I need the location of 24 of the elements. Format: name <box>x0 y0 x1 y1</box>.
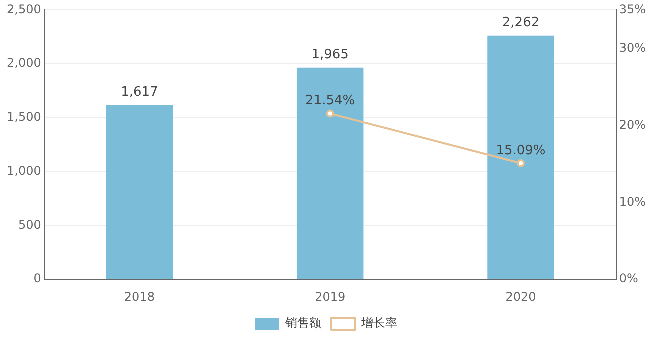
data-label: 1,617 <box>121 85 158 100</box>
y-tick-label: 0 <box>34 272 42 286</box>
y-tick-label: 500 <box>18 218 42 232</box>
x-tick-label: 2020 <box>506 290 536 304</box>
y2-tick-label: 35% <box>619 2 646 16</box>
bar <box>488 36 554 280</box>
data-label: 21.54% <box>306 94 356 109</box>
y2-tick-label: 0% <box>619 272 638 286</box>
x-tick-label: 2018 <box>124 290 155 304</box>
bar <box>296 68 364 280</box>
y-tick-label: 2,000 <box>6 56 42 70</box>
y-tick-label: 2,500 <box>6 2 42 16</box>
y-tick-label: 1,500 <box>6 110 42 124</box>
y-tick-label: 1,000 <box>6 164 42 178</box>
y2-tick-label: 20% <box>619 118 646 132</box>
data-label: 1,965 <box>312 48 349 63</box>
legend-label: 销售额 <box>284 316 322 330</box>
bar <box>106 105 174 280</box>
data-label: 2,262 <box>502 16 540 31</box>
y2-tick-label: 10% <box>619 194 646 209</box>
y2-tick-label: 30% <box>619 40 646 55</box>
legend-label: 增长率 <box>360 316 398 330</box>
data-label: 15.09% <box>496 143 546 158</box>
x-tick-label: 2019 <box>315 290 346 304</box>
